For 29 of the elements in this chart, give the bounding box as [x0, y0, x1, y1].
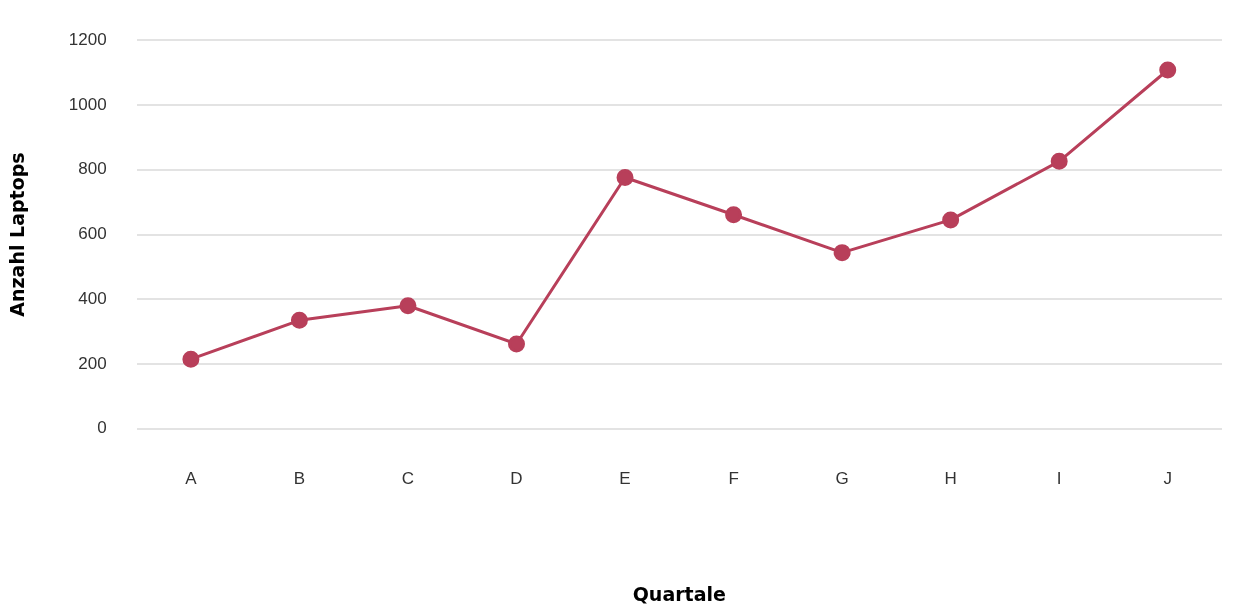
x-axis-title: Quartale [632, 582, 726, 605]
x-tick-label: F [728, 468, 739, 488]
y-tick-label: 800 [78, 159, 107, 179]
point [1159, 61, 1177, 79]
x-tick-label: H [944, 468, 957, 488]
point [833, 244, 851, 262]
x-tick-label: A [185, 468, 198, 488]
y-tick-label: 600 [78, 224, 107, 244]
y-tick-label: 200 [78, 353, 107, 373]
point [508, 335, 525, 353]
y-tick-label: 1200 [68, 29, 107, 49]
x-tick-label: J [1163, 468, 1172, 488]
x-tick-label: I [1056, 468, 1062, 488]
point [290, 311, 308, 329]
x-tick-label: D [510, 468, 523, 488]
y-tick-label: 1000 [68, 94, 107, 114]
y-tick-label: 400 [78, 288, 107, 308]
point [942, 211, 960, 229]
x-tick-label: B [293, 468, 306, 488]
point [616, 169, 634, 187]
y-tick-label: 0 [97, 418, 107, 438]
point [399, 297, 417, 315]
x-tick-label: C [401, 468, 415, 488]
point [1050, 152, 1068, 170]
point [725, 206, 743, 224]
y-axis-title: Anzahl Laptops [6, 152, 29, 317]
x-tick-label: E [619, 468, 631, 488]
point [182, 350, 200, 368]
x-tick-label: G [835, 468, 849, 488]
